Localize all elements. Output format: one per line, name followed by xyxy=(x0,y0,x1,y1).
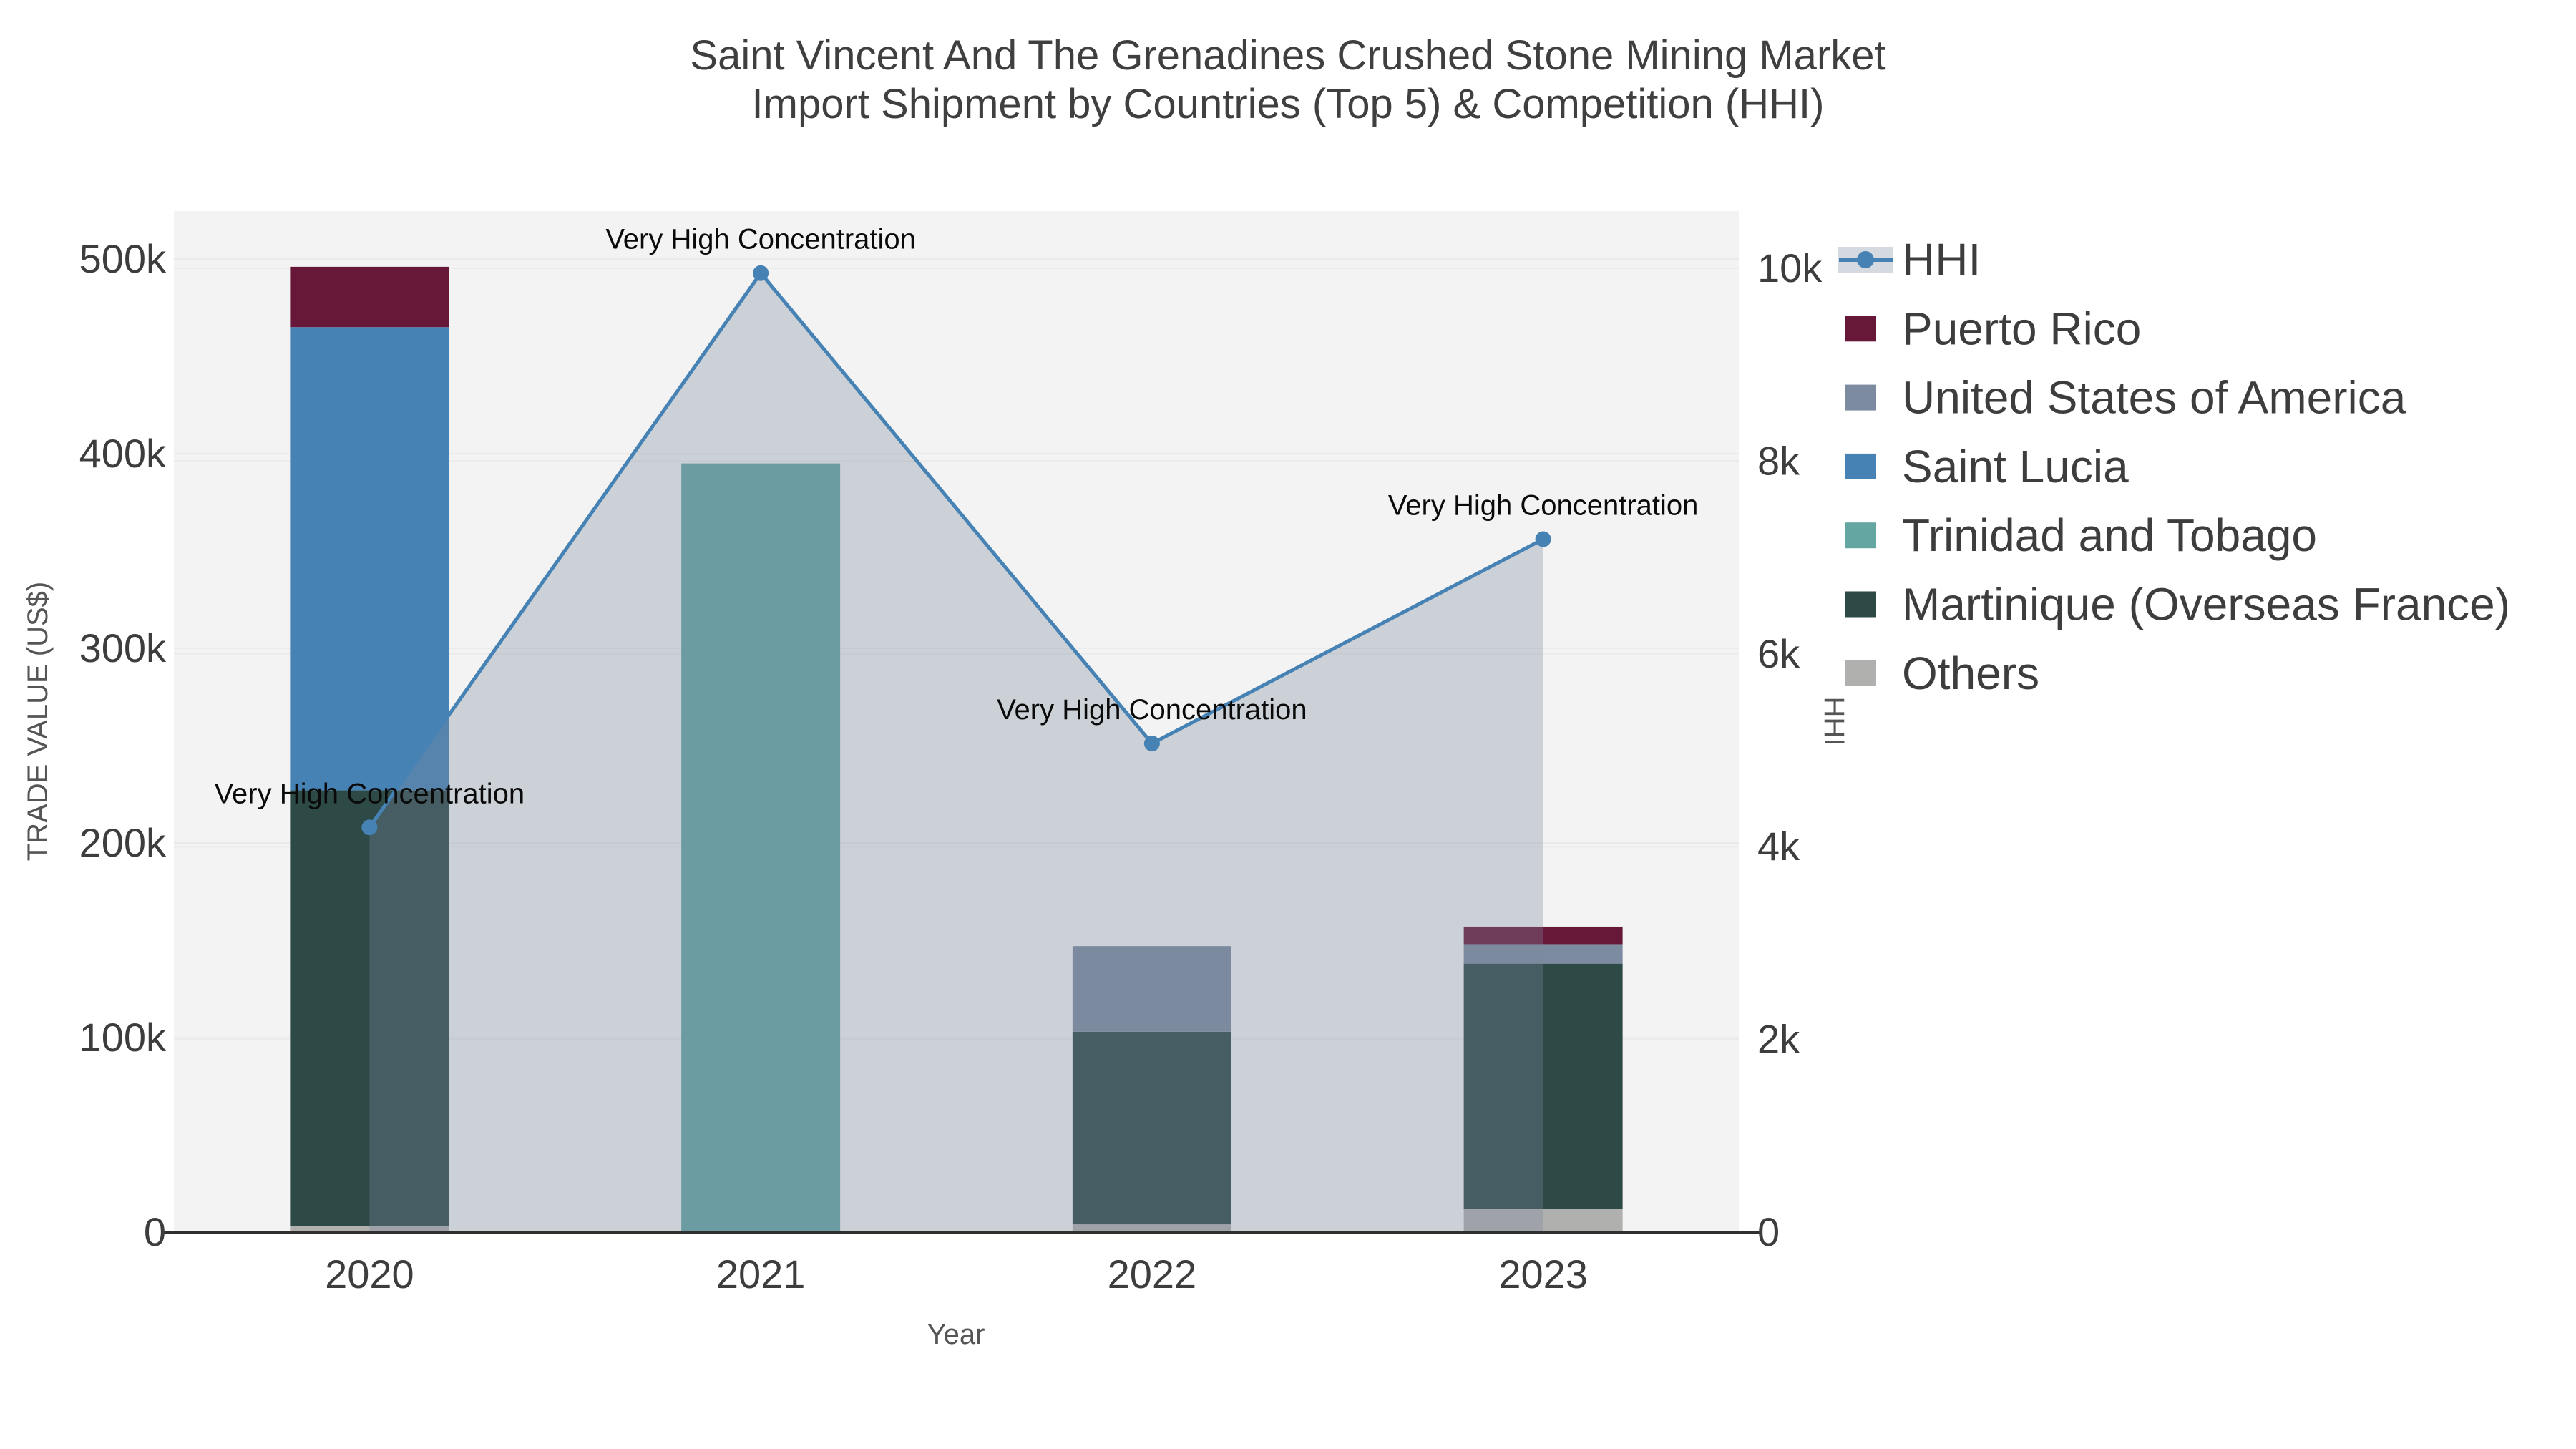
bar-segment-martinique-overseas-france-2022 xyxy=(1072,1031,1231,1225)
bar-segment-saint-lucia-2020 xyxy=(290,327,449,791)
legend-item-puerto-rico[interactable]: Puerto Rico xyxy=(1845,303,2141,354)
legend-item-martinique-overseas-france[interactable]: Martinique (Overseas France) xyxy=(1845,579,2510,630)
legend-hhi-marker-icon xyxy=(1857,251,1874,268)
y-left-tick-100k: 100k xyxy=(79,1015,167,1060)
bar-segment-puerto-rico-2020 xyxy=(290,266,449,328)
annotation-2021: Very High Concentration xyxy=(605,224,916,255)
y-right-tick-10k: 10k xyxy=(1757,245,1823,291)
bar-segment-trinidad-and-tobago-2021 xyxy=(681,463,841,1232)
y-left-tick-500k: 500k xyxy=(79,236,167,281)
x-tick-2022: 2022 xyxy=(1108,1252,1197,1297)
legend-label-hhi: HHI xyxy=(1902,234,1981,286)
hhi-line xyxy=(368,270,1544,829)
annotation-2020: Very High Concentration xyxy=(215,778,525,809)
legend-item-united-states-of-america[interactable]: United States of America xyxy=(1845,372,2406,424)
hhi-area-fill xyxy=(369,273,1543,1232)
bar-segment-puerto-rico-2023 xyxy=(1463,926,1623,945)
legend-item-hhi[interactable]: HHI xyxy=(1838,234,1981,286)
y-left-tick-300k: 300k xyxy=(79,625,167,670)
y-right-tick-4k: 4k xyxy=(1757,824,1800,869)
legend-item-trinidad-and-tobago[interactable]: Trinidad and Tobago xyxy=(1845,509,2317,561)
y-right-tick-6k: 6k xyxy=(1757,631,1800,676)
y-right-axis-title: HHI xyxy=(1818,697,1850,746)
legend-label-puerto-rico: Puerto Rico xyxy=(1902,303,2141,354)
hhi-marker-2020 xyxy=(361,819,378,836)
bar-segment-others-2022 xyxy=(1072,1224,1231,1232)
y-right-tick-0: 0 xyxy=(1757,1209,1780,1254)
bar-segment-others-2020 xyxy=(290,1226,449,1232)
legend-item-saint-lucia[interactable]: Saint Lucia xyxy=(1845,441,2129,492)
hhi-marker-2021 xyxy=(753,265,769,281)
x-axis-title: Year xyxy=(927,1319,985,1350)
legend-swatch-martinique-overseas-france xyxy=(1845,591,1876,618)
chart-title-line1: Saint Vincent And The Grenadines Crushed… xyxy=(690,32,1886,79)
legend-item-others[interactable]: Others xyxy=(1845,648,2039,699)
legend-label-united-states-of-america: United States of America xyxy=(1902,372,2406,424)
y-left-tick-0: 0 xyxy=(144,1209,166,1254)
chart-title-line2: Import Shipment by Countries (Top 5) & C… xyxy=(751,81,1825,127)
legend-label-others: Others xyxy=(1902,648,2039,699)
hhi-marker-2023 xyxy=(1535,531,1551,547)
y-left-tick-200k: 200k xyxy=(79,820,167,865)
legend-label-trinidad-and-tobago: Trinidad and Tobago xyxy=(1902,509,2317,561)
legend-label-martinique-overseas-france: Martinique (Overseas France) xyxy=(1902,579,2510,630)
legend-swatch-others xyxy=(1845,660,1876,686)
legend-swatch-united-states-of-america xyxy=(1845,384,1876,411)
chart-title: Saint Vincent And The Grenadines Crushed… xyxy=(0,31,2576,129)
x-tick-2021: 2021 xyxy=(716,1252,806,1297)
legend-swatch-saint-lucia xyxy=(1845,453,1876,479)
bar-segment-martinique-overseas-france-2020 xyxy=(290,790,449,1226)
x-tick-2020: 2020 xyxy=(325,1252,414,1297)
bar-segment-others-2023 xyxy=(1463,1209,1623,1232)
legend-swatch-puerto-rico xyxy=(1845,316,1876,342)
annotation-2022: Very High Concentration xyxy=(997,694,1307,726)
y-left-axis-title: TRADE VALUE (US$) xyxy=(22,582,54,861)
y-right-tick-2k: 2k xyxy=(1757,1017,1800,1062)
legend-swatch-trinidad-and-tobago xyxy=(1845,522,1876,549)
bar-segment-united-states-of-america-2023 xyxy=(1463,944,1623,964)
annotation-2023: Very High Concentration xyxy=(1388,490,1699,522)
bar-segment-martinique-overseas-france-2023 xyxy=(1463,963,1623,1209)
y-right-tick-8k: 8k xyxy=(1757,438,1800,483)
x-tick-2023: 2023 xyxy=(1498,1252,1588,1297)
legend-label-saint-lucia: Saint Lucia xyxy=(1902,441,2129,492)
y-left-tick-400k: 400k xyxy=(79,431,167,476)
hhi-marker-2022 xyxy=(1143,736,1160,752)
bar-segment-united-states-of-america-2022 xyxy=(1072,946,1231,1032)
